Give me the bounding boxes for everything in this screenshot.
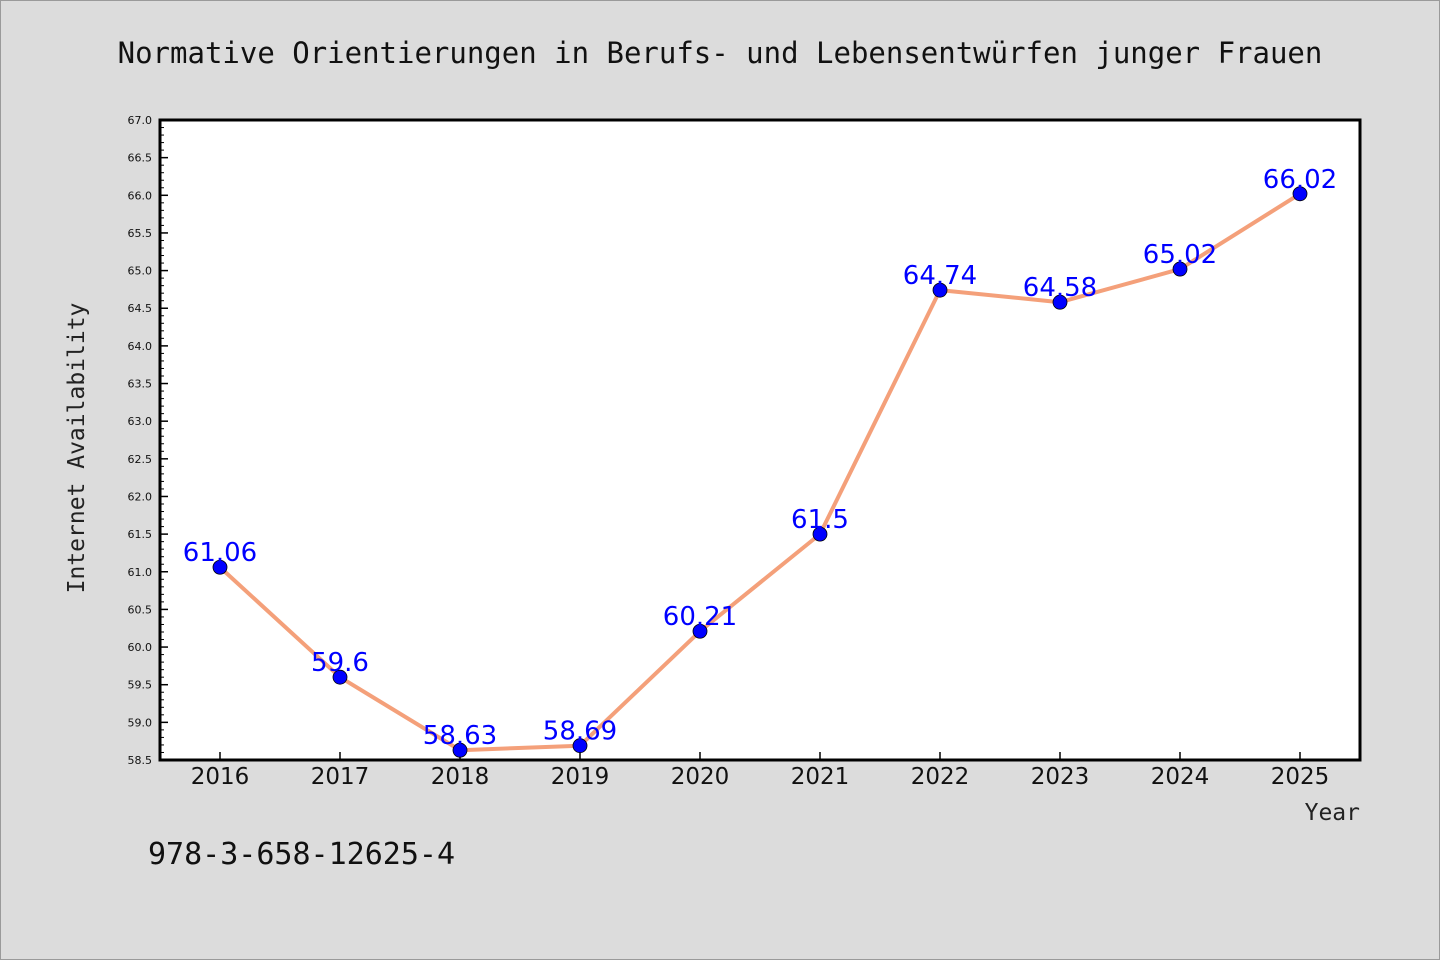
data-point bbox=[1052, 294, 1068, 310]
y-tick-label: 64.5 bbox=[128, 302, 153, 315]
y-axis-label: Internet Availability bbox=[64, 303, 90, 594]
x-tick-label: 2021 bbox=[791, 764, 850, 790]
data-label: 59.6 bbox=[311, 648, 369, 678]
data-label: 64.58 bbox=[1023, 273, 1097, 303]
y-tick-label: 61.5 bbox=[128, 528, 153, 541]
data-point bbox=[1292, 186, 1308, 202]
series-group bbox=[212, 186, 1308, 758]
y-tick-label: 66.0 bbox=[128, 189, 153, 202]
data-labels: 61.06 59.6 58.63 58.69 60.21 61.5 64.74 64.58 65… bbox=[183, 165, 1337, 751]
y-tick-label: 64.0 bbox=[128, 340, 153, 353]
chart-title: Normative Orientierungen in Berufs- und … bbox=[118, 36, 1323, 70]
data-label: 65.02 bbox=[1143, 240, 1217, 270]
footnote-isbn: 978-3-658-12625-4 bbox=[148, 837, 455, 872]
x-tick-label: 2020 bbox=[671, 764, 730, 790]
data-point bbox=[572, 738, 588, 754]
plot-area bbox=[158, 118, 1362, 762]
data-label: 64.74 bbox=[903, 261, 977, 291]
y-tick-label: 63.0 bbox=[128, 415, 153, 428]
y-tick-label: 65.0 bbox=[128, 265, 153, 278]
series-line bbox=[218, 191, 1302, 753]
x-tick-label: 2016 bbox=[191, 764, 250, 790]
data-point bbox=[932, 282, 948, 298]
y-tick-label: 62.0 bbox=[128, 490, 153, 503]
data-point bbox=[332, 669, 348, 685]
y-tick-label: 67.0 bbox=[128, 114, 153, 127]
y-tick-label: 60.5 bbox=[128, 603, 153, 616]
data-point bbox=[452, 742, 468, 758]
y-axis-ticks: 58.5 59.0 59.5 60.0 60.5 61.0 61.5 62.0 62.5 63.0… bbox=[128, 114, 168, 767]
y-tick-label: 62.5 bbox=[128, 453, 153, 466]
y-tick-label: 59.5 bbox=[128, 679, 153, 692]
x-axis-ticks: 2016 2017 2018 2019 2020 2021 2022 2023 2024 2025 bbox=[191, 752, 1330, 790]
data-point bbox=[212, 559, 228, 575]
data-label: 60.21 bbox=[663, 602, 737, 632]
x-tick-label: 2022 bbox=[911, 764, 970, 790]
x-tick-label: 2019 bbox=[551, 764, 610, 790]
x-tick-label: 2017 bbox=[311, 764, 370, 790]
y-tick-label: 60.0 bbox=[128, 641, 153, 654]
x-tick-label: 2023 bbox=[1031, 764, 1090, 790]
data-label: 58.69 bbox=[543, 717, 617, 747]
y-tick-label: 58.5 bbox=[128, 754, 153, 767]
data-label: 58.63 bbox=[423, 721, 497, 751]
data-point bbox=[1172, 261, 1188, 277]
y-tick-label: 59.0 bbox=[128, 716, 153, 729]
x-tick-label: 2018 bbox=[431, 764, 490, 790]
data-point bbox=[812, 526, 828, 542]
y-tick-label: 61.0 bbox=[128, 566, 153, 579]
data-point bbox=[692, 623, 708, 639]
x-tick-label: 2025 bbox=[1271, 764, 1330, 790]
x-axis-label: Year bbox=[1305, 800, 1360, 826]
y-tick-label: 63.5 bbox=[128, 378, 153, 391]
data-label: 61.5 bbox=[791, 505, 849, 535]
y-tick-label: 65.5 bbox=[128, 227, 153, 240]
y-tick-label: 66.5 bbox=[128, 152, 153, 165]
data-label: 61.06 bbox=[183, 538, 257, 568]
x-tick-label: 2024 bbox=[1151, 764, 1210, 790]
data-label: 66.02 bbox=[1263, 165, 1337, 195]
